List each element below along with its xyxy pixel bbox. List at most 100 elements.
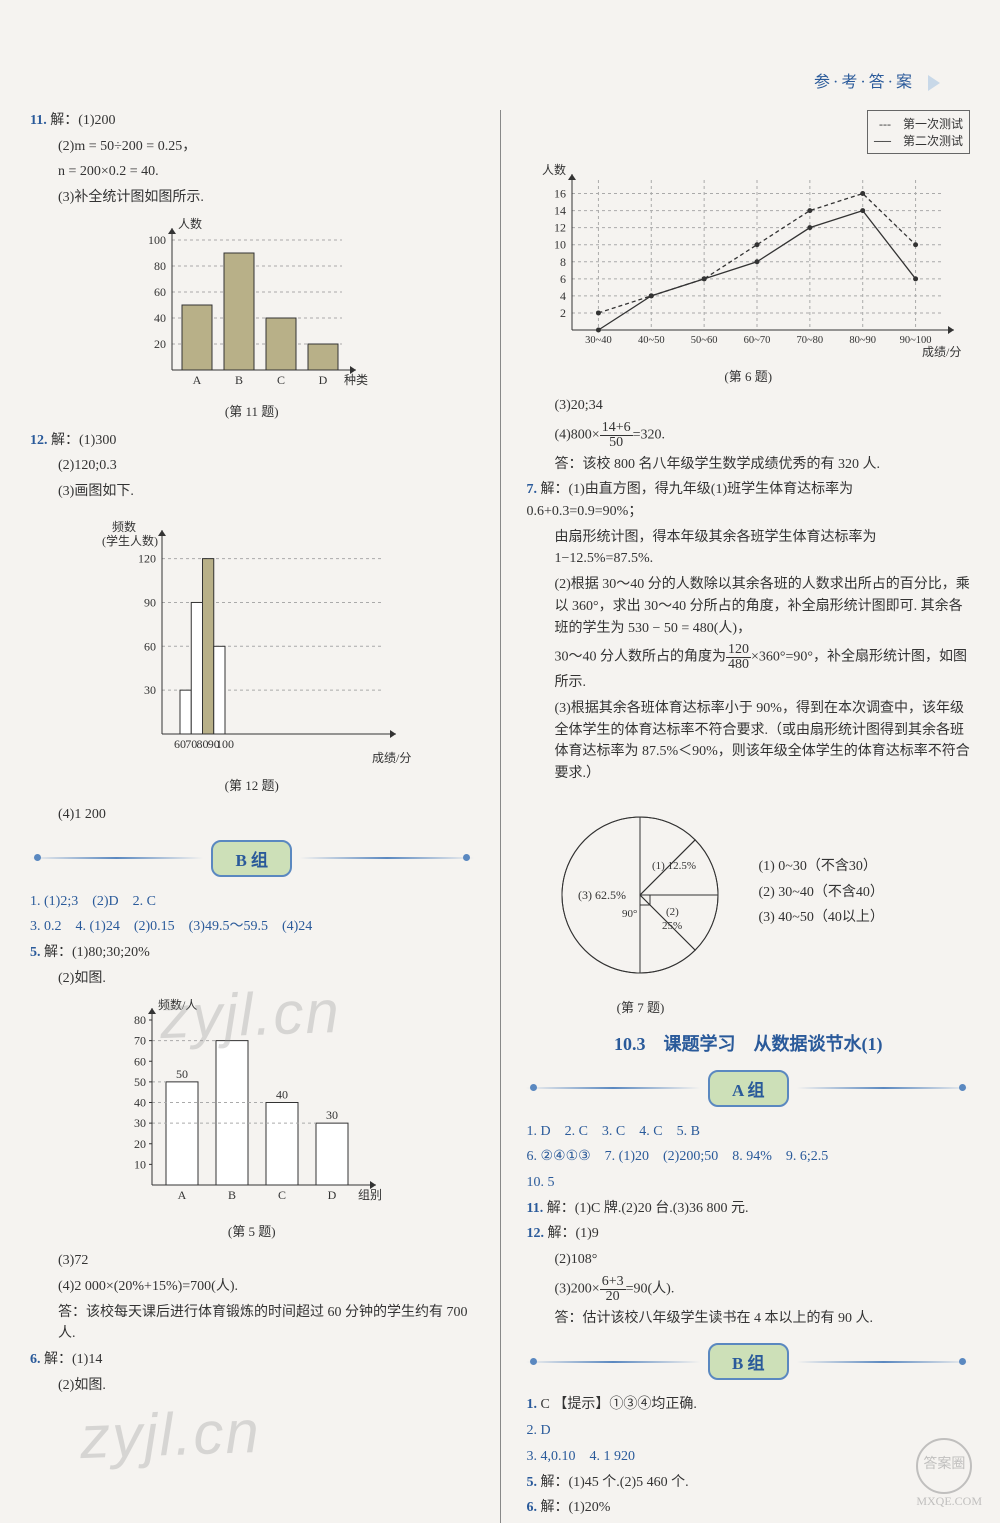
svg-text:25%: 25% <box>662 920 682 932</box>
svg-text:70: 70 <box>134 1034 146 1048</box>
svg-text:20: 20 <box>154 337 166 351</box>
svg-text:60: 60 <box>154 285 166 299</box>
left-column: 11. 解：(1)200 (2)m = 50÷200 = 0.25， n = 2… <box>30 110 474 1523</box>
group-b-header-left: B 组 <box>30 840 474 877</box>
svg-text:(2): (2) <box>666 906 679 918</box>
q6-lb: (4)800×14+650=320. <box>526 421 970 450</box>
q7-pie-caption: (第 7 题) <box>540 997 740 1016</box>
svg-text:50: 50 <box>134 1075 146 1089</box>
svg-text:D: D <box>327 1188 336 1202</box>
svg-text:40: 40 <box>154 311 166 325</box>
bq5-l5: 答：该校每天课后进行体育锻炼的时间超过 60 分钟的学生约有 700 人. <box>30 1302 474 1345</box>
svg-text:种类: 种类 <box>344 373 368 387</box>
legend-line2: ── 第二次测试 <box>874 132 963 149</box>
a-l1: 1. D 2. C 3. C 4. C 5. B <box>526 1121 970 1143</box>
q12-l2: (2)120;0.3 <box>30 455 474 477</box>
pie-leg-3: (3) 40~50（40以上） <box>758 907 883 929</box>
bq5-l3: (3)72 <box>30 1250 474 1272</box>
q11-chart: 20406080100ABCD人数种类 <box>30 215 474 395</box>
svg-text:80: 80 <box>196 737 208 751</box>
bq6-l1: 解：(1)14 <box>44 1352 102 1367</box>
svg-text:70: 70 <box>185 737 197 751</box>
q6-caption: (第 6 题) <box>526 366 970 385</box>
svg-text:50: 50 <box>176 1067 188 1081</box>
svg-text:40: 40 <box>276 1088 288 1102</box>
q12-l3: (3)画图如下. <box>30 481 474 503</box>
svg-text:人数: 人数 <box>542 162 566 177</box>
q7-p1: 解：(1)由直方图，得九年级(1)班学生体育达标率为 0.6+0.3=0.9=9… <box>526 482 853 519</box>
group-b-label-r: B 组 <box>708 1343 789 1380</box>
q11-num: 11. <box>30 113 47 128</box>
svg-text:4: 4 <box>560 289 566 303</box>
svg-text:80: 80 <box>134 1013 146 1027</box>
svg-text:成绩/分: 成绩/分 <box>372 751 411 765</box>
svg-text:20: 20 <box>134 1137 146 1151</box>
svg-text:B: B <box>235 373 243 387</box>
q11-l4: (3)补全统计图如图所示. <box>30 187 474 209</box>
a-q12-4: 答：估计该校八年级学生读书在 4 本以上的有 90 人. <box>526 1308 970 1330</box>
svg-text:40: 40 <box>134 1096 146 1110</box>
group-a-label: A 组 <box>708 1070 789 1107</box>
right-column: --- 第一次测试 ── 第二次测试 24681012141630~4040~5… <box>526 110 970 1523</box>
svg-text:60: 60 <box>144 639 156 653</box>
header-title: 参·考·答·案 <box>814 74 915 91</box>
bq6-num: 6. <box>30 1352 41 1367</box>
q11-l1: 解：(1)200 <box>50 113 115 128</box>
q12-chart: 30609012060708090100频数(学生人数)成绩/分 <box>30 509 474 769</box>
chevron-right-icon <box>928 75 940 91</box>
a-l2: 6. ②④①③ 7. (1)20 (2)200;50 8. 94% 9. 6;2… <box>526 1146 970 1168</box>
svg-text:120: 120 <box>138 551 156 565</box>
svg-text:60~70: 60~70 <box>744 335 771 346</box>
bq5-chart: 1020304050607080A50BC40D30频数/人组别 <box>30 995 474 1215</box>
svg-text:90: 90 <box>144 595 156 609</box>
pie-legend: (1) 0~30（不含30） (2) 30~40（不含40） (3) 40~50… <box>758 856 883 933</box>
q11-l3: n = 200×0.2 = 40. <box>30 161 474 183</box>
group-a-header: A 组 <box>526 1070 970 1107</box>
svg-text:12: 12 <box>554 221 566 235</box>
q11-caption: (第 11 题) <box>30 401 474 420</box>
svg-text:C: C <box>278 1188 286 1202</box>
svg-text:(1) 12.5%: (1) 12.5% <box>652 860 696 872</box>
bq5-l1: 解：(1)80;30;20% <box>44 945 150 960</box>
pie-leg-2: (2) 30~40（不含40） <box>758 882 883 904</box>
q12-l1: 解：(1)300 <box>51 433 116 448</box>
bq6-l2: (2)如图. <box>30 1375 474 1397</box>
svg-text:16: 16 <box>554 187 566 201</box>
svg-text:90°: 90° <box>622 908 637 920</box>
q7-p3: (2)根据 30～40 分的人数除以其余各班的人数求出所占的百分比，乘以 360… <box>526 574 970 639</box>
svg-text:A: A <box>192 373 201 387</box>
q7-pie-row: (3) 62.5% (1) 12.5% (2) 25% 90° (1) 0~30（不含3… <box>540 795 970 995</box>
q7-num: 7. <box>526 482 537 497</box>
q12-num: 12. <box>30 433 48 448</box>
svg-text:80~90: 80~90 <box>850 335 877 346</box>
q6-lc: 答：该校 800 名八年级学生数学成绩优秀的有 320 人. <box>526 454 970 476</box>
svg-text:100: 100 <box>216 737 234 751</box>
bq3: 3. 0.2 4. (1)24 (2)0.15 (3)49.5～59.5 (4)… <box>30 916 474 938</box>
svg-text:80: 80 <box>154 259 166 273</box>
a-q12-2: (2)108° <box>526 1249 970 1271</box>
svg-text:频数/人: 频数/人 <box>158 997 197 1012</box>
svg-text:(3) 62.5%: (3) 62.5% <box>578 888 626 902</box>
q6-chart: 24681012141630~4040~5050~6060~7070~8080~… <box>526 160 970 360</box>
svg-text:14: 14 <box>554 204 566 218</box>
bq5-l4: (4)2 000×(20%+15%)=700(人). <box>30 1276 474 1298</box>
column-divider <box>500 110 501 1523</box>
group-b-label: B 组 <box>211 840 292 877</box>
svg-text:A: A <box>177 1188 186 1202</box>
corner-badge: 答案圈 MXQE.COM <box>916 1438 982 1508</box>
svg-text:2: 2 <box>560 306 566 320</box>
svg-text:30: 30 <box>326 1108 338 1122</box>
bq5-caption: (第 5 题) <box>30 1221 474 1240</box>
q6-la: (3)20;34 <box>526 395 970 417</box>
svg-text:60: 60 <box>174 737 186 751</box>
b-l4: 5. 解：(1)45 个.(2)5 460 个. <box>526 1472 970 1494</box>
q11-l2: (2)m = 50÷200 = 0.25， <box>30 136 474 158</box>
svg-text:C: C <box>277 373 285 387</box>
a-q12-3: (3)200×6+320=90(人). <box>526 1275 970 1304</box>
section-10-3-title: 10.3 课题学习 从数据谈节水(1) <box>526 1030 970 1056</box>
svg-text:60: 60 <box>134 1055 146 1069</box>
svg-text:10: 10 <box>134 1158 146 1172</box>
a-q11: 11. 11. 解：(1)C 牌.(2)20 台.(3)36 800 元.解：(… <box>526 1198 970 1220</box>
svg-text:(学生人数): (学生人数) <box>102 533 158 548</box>
b-l1: 1. C 【提示】①③④均正确. <box>526 1394 970 1416</box>
